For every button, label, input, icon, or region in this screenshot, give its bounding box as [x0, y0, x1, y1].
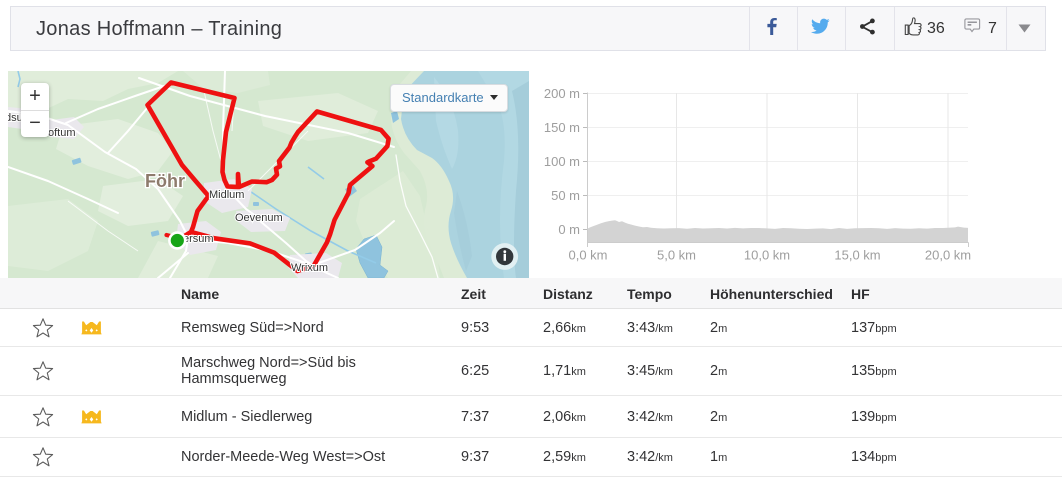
- svg-text:Wrixum: Wrixum: [291, 262, 328, 274]
- svg-text:10,0 km: 10,0 km: [744, 248, 790, 263]
- svg-text:15,0 km: 15,0 km: [834, 248, 880, 263]
- svg-text:5,0 km: 5,0 km: [657, 248, 696, 263]
- svg-text:Oevenum: Oevenum: [235, 212, 283, 224]
- svg-text:oftum: oftum: [48, 127, 76, 139]
- svg-text:0,0 km: 0,0 km: [568, 248, 607, 263]
- svg-text:Föhr: Föhr: [145, 171, 185, 191]
- svg-text:100 m: 100 m: [544, 154, 580, 169]
- svg-text:150 m: 150 m: [544, 120, 580, 135]
- svg-text:50 m: 50 m: [551, 188, 580, 203]
- svg-text:ersum: ersum: [183, 233, 214, 245]
- svg-text:0 m: 0 m: [558, 222, 580, 237]
- svg-text:20,0 km: 20,0 km: [925, 248, 971, 263]
- svg-text:200 m: 200 m: [544, 86, 580, 101]
- svg-text:Midlum: Midlum: [209, 189, 244, 201]
